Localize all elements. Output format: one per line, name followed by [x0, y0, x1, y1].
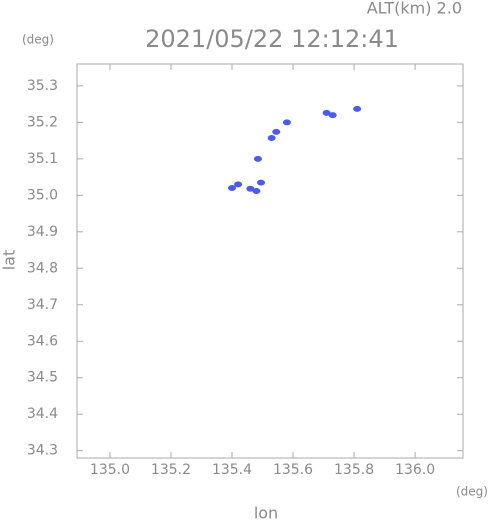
- y-tick-label: 34.4: [27, 406, 58, 422]
- y-tick-label: 35.3: [27, 78, 58, 94]
- y-tick-label: 34.5: [27, 370, 58, 386]
- y-unit: (deg): [22, 33, 54, 47]
- subtitle: ALT(km) 2.0: [367, 0, 462, 18]
- echo-point: [272, 128, 281, 135]
- x-tick-label: 135.0: [90, 462, 130, 478]
- echo-point: [234, 181, 243, 188]
- echo-point: [353, 105, 362, 112]
- echo-point: [252, 187, 261, 194]
- x-tick-label: 135.8: [334, 462, 374, 478]
- echo-point: [228, 185, 237, 192]
- y-tick-label: 35.1: [27, 151, 58, 167]
- y-axis-label: lat: [0, 250, 19, 271]
- y-tick-label: 35.2: [27, 114, 58, 130]
- echo-point: [256, 179, 265, 186]
- y-tick-label: 34.8: [27, 260, 58, 276]
- chart-title: 2021/05/22 12:12:41: [145, 25, 399, 53]
- echo-point: [282, 119, 291, 126]
- x-unit: (deg): [456, 485, 488, 499]
- x-tick-label: 135.6: [273, 462, 313, 478]
- x-tick-label: 135.2: [151, 462, 191, 478]
- y-tick-label: 34.3: [27, 443, 58, 459]
- echo-point: [267, 135, 276, 142]
- x-tick-label: 135.4: [212, 462, 252, 478]
- y-tick-label: 34.6: [27, 333, 58, 349]
- x-tick-label: 136.0: [395, 462, 435, 478]
- echo-point: [246, 185, 255, 192]
- x-axis-label: lon: [254, 504, 278, 521]
- echo-point: [328, 112, 337, 119]
- echo-point: [253, 155, 262, 162]
- echo-point: [322, 109, 331, 116]
- plot-frame: [76, 63, 464, 459]
- y-tick-label: 34.9: [27, 224, 58, 240]
- y-tick-label: 34.7: [27, 297, 58, 313]
- y-tick-label: 35.0: [27, 187, 58, 203]
